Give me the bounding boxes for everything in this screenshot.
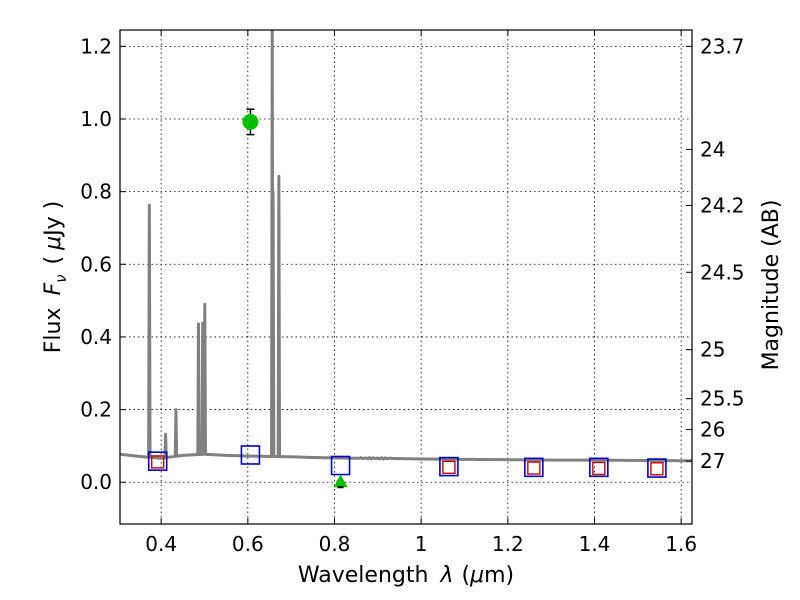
spectrum-line bbox=[120, 30, 692, 463]
y2-tick-label: 25.5 bbox=[700, 387, 745, 411]
observed-photometry-point bbox=[150, 455, 165, 469]
y2-tick-label: 24.2 bbox=[700, 193, 745, 217]
y2-axis: 23.7 24 24.2 24.5 25 25.5 26 27 bbox=[686, 34, 745, 473]
y-tick-label: 0.4 bbox=[80, 325, 112, 349]
x-tick-label: 1.6 bbox=[665, 532, 697, 556]
model-photometry-point bbox=[524, 457, 544, 478]
y2-tick-label: 26 bbox=[700, 418, 725, 442]
model-photometry-point bbox=[439, 456, 459, 477]
x-tick-label: 1 bbox=[415, 532, 428, 556]
x-tick-label: 1.2 bbox=[492, 532, 524, 556]
x-axis-label: Wavelength λ (μm) bbox=[298, 563, 514, 588]
upper-limit-point bbox=[333, 474, 348, 488]
observed-photometry-point bbox=[442, 460, 456, 475]
y2-tick-label: 24.5 bbox=[700, 260, 745, 284]
x-tick-label: 1.4 bbox=[579, 532, 611, 556]
model-photometry-point bbox=[330, 455, 351, 476]
model-photometry-point bbox=[240, 445, 261, 465]
y-tick-label: 0.0 bbox=[80, 470, 112, 494]
x-tick-label: 0.6 bbox=[232, 532, 264, 556]
y2-tick-label: 24 bbox=[700, 138, 725, 162]
y2-tick-label: 27 bbox=[700, 449, 725, 473]
y-tick-label: 0.8 bbox=[80, 180, 112, 204]
observed-photometry-point bbox=[527, 461, 541, 475]
y2-tick-label: 25 bbox=[700, 338, 725, 362]
model-photometry-point bbox=[147, 451, 168, 471]
model-photometry-point bbox=[589, 457, 609, 478]
x-tick-label: 0.4 bbox=[145, 532, 177, 556]
observed-photometry-point bbox=[650, 462, 664, 476]
plot-frame bbox=[119, 29, 693, 525]
detection-point bbox=[242, 113, 259, 130]
y-tick-label: 0.2 bbox=[80, 398, 112, 422]
y-tick-label: 0.6 bbox=[80, 252, 112, 276]
plot-area bbox=[120, 30, 692, 489]
y-axis: 0.0 0.2 0.4 0.6 0.8 1.0 1.2 bbox=[80, 34, 126, 494]
observed-photometry-point bbox=[592, 461, 606, 476]
y2-axis-label: Magnitude (AB) bbox=[759, 200, 784, 371]
x-axis: 0.4 0.6 0.8 1 1.2 1.4 1.6 bbox=[145, 30, 697, 556]
grid bbox=[120, 30, 692, 524]
y2-tick-label: 23.7 bbox=[700, 34, 745, 58]
y-tick-label: 1.0 bbox=[80, 107, 112, 131]
y-tick-label: 1.2 bbox=[80, 34, 112, 58]
y-axis-label: FluxFν(μJy ) bbox=[41, 201, 70, 353]
model-photometry-point bbox=[647, 458, 667, 478]
x-tick-label: 0.8 bbox=[319, 532, 351, 556]
